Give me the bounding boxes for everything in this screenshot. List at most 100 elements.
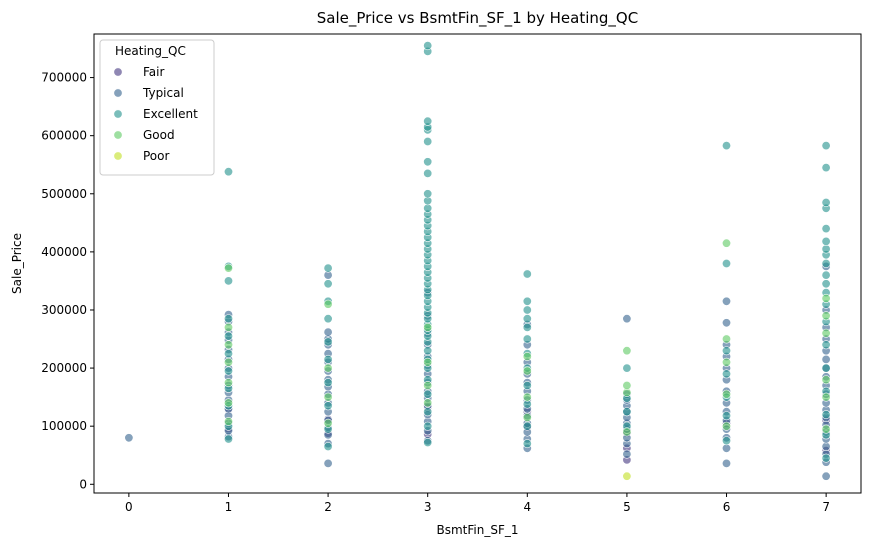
data-point-excellent [522, 334, 532, 344]
data-point-excellent [423, 189, 433, 199]
data-point-excellent [522, 380, 532, 390]
data-point-excellent [821, 258, 831, 268]
data-point-excellent [323, 279, 333, 289]
legend-label-excellent: Excellent [143, 107, 198, 121]
data-point-excellent [224, 276, 234, 286]
plot-frame [93, 33, 862, 494]
data-point-excellent [323, 337, 333, 347]
data-point-excellent [423, 203, 433, 213]
data-point-good [821, 375, 831, 385]
data-point-good [323, 392, 333, 402]
legend-marker-good [113, 130, 123, 140]
data-point-excellent [821, 363, 831, 373]
data-point-excellent [522, 296, 532, 306]
data-point-typical [622, 314, 632, 324]
data-point-excellent [622, 363, 632, 373]
data-point-typical [622, 449, 632, 459]
data-point-excellent [721, 141, 731, 151]
data-point-good [522, 366, 532, 376]
data-point-typical [721, 318, 731, 328]
data-point-excellent [224, 434, 234, 444]
data-point-excellent [721, 346, 731, 356]
legend: Heating_QC Fair Typical Excellent Good Poor [99, 39, 215, 176]
data-point-good [224, 263, 234, 273]
data-point-excellent [821, 198, 831, 208]
x-tick-label: 5 [623, 500, 631, 514]
data-point-good [522, 351, 532, 361]
x-tick-label: 1 [225, 500, 233, 514]
data-point-typical [821, 441, 831, 451]
data-point-excellent [821, 270, 831, 280]
data-point-good [423, 380, 433, 390]
x-tick-label: 0 [125, 500, 133, 514]
data-point-excellent [821, 141, 831, 151]
data-point-typical [323, 327, 333, 337]
data-point-good [423, 398, 433, 408]
data-point-excellent [423, 346, 433, 356]
data-point-good [821, 293, 831, 303]
data-point-excellent [423, 137, 433, 147]
data-point-good [821, 392, 831, 402]
data-point-excellent [323, 314, 333, 324]
data-point-good [224, 340, 234, 350]
data-point-good [224, 322, 234, 332]
data-point-good [423, 322, 433, 332]
data-point-typical [323, 458, 333, 468]
plot-points [124, 41, 831, 481]
y-axis-label: Sale_Price [10, 233, 24, 294]
data-point-excellent [821, 244, 831, 254]
data-point-excellent [224, 349, 234, 359]
data-point-good [224, 398, 234, 408]
data-point-good [721, 389, 731, 399]
data-point-excellent [224, 314, 234, 324]
data-point-excellent [821, 236, 831, 246]
data-point-excellent [323, 378, 333, 388]
y-tick-label: 0 [79, 477, 87, 491]
data-point-good [522, 412, 532, 422]
data-point-excellent [423, 389, 433, 399]
data-point-excellent [821, 224, 831, 234]
data-point-excellent [821, 163, 831, 173]
legend-entries: Fair Typical Excellent Good Poor [113, 65, 198, 163]
data-point-good [323, 299, 333, 309]
data-point-typical [821, 354, 831, 364]
data-point-good [721, 421, 731, 431]
legend-label-poor: Poor [143, 149, 169, 163]
y-tick-label: 500000 [41, 187, 87, 201]
data-point-excellent [522, 269, 532, 279]
data-point-good [622, 346, 632, 356]
y-tick-label: 300000 [41, 303, 87, 317]
data-point-good [622, 380, 632, 390]
data-point-typical [721, 296, 731, 306]
data-point-good [224, 416, 234, 426]
data-point-good [522, 392, 532, 402]
data-point-excellent [821, 340, 831, 350]
y-tick-label: 100000 [41, 419, 87, 433]
data-point-excellent [522, 314, 532, 324]
data-point-excellent [224, 366, 234, 376]
data-point-typical [821, 471, 831, 481]
data-point-excellent [522, 421, 532, 431]
data-point-excellent [522, 439, 532, 449]
data-point-good [224, 357, 234, 367]
data-point-excellent [622, 407, 632, 417]
x-tick-label: 7 [822, 500, 830, 514]
data-point-excellent [423, 168, 433, 178]
data-point-good [622, 427, 632, 437]
data-point-excellent [721, 411, 731, 421]
data-point-typical [124, 433, 134, 443]
data-point-good [721, 334, 731, 344]
data-point-excellent [423, 116, 433, 126]
x-axis-label: BsmtFin_SF_1 [436, 523, 518, 537]
data-point-excellent [423, 407, 433, 417]
data-point-excellent [323, 401, 333, 411]
x-tick-label: 2 [324, 500, 332, 514]
x-tick-label: 4 [523, 500, 531, 514]
legend-marker-poor [113, 151, 123, 161]
data-point-excellent [721, 436, 731, 446]
data-point-good [224, 378, 234, 388]
legend-label-good: Good [143, 128, 175, 142]
data-point-good [323, 363, 333, 373]
legend-title: Heating_QC [115, 44, 186, 58]
